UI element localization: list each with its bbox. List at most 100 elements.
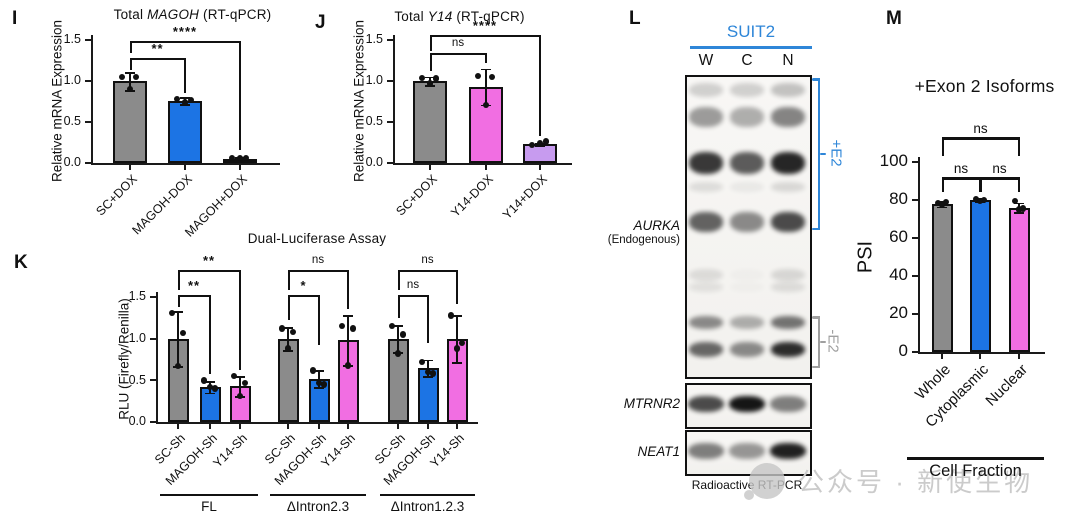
data-point-K-0 xyxy=(168,309,176,317)
y-tick-K xyxy=(150,296,156,298)
data-point-K-5 xyxy=(338,322,346,330)
xaxis-label-M: Cell Fraction xyxy=(929,462,1022,480)
sig-label-I-0: ** xyxy=(151,41,164,57)
sig-bracket-right-K-2 xyxy=(318,295,320,346)
data-point-K-6 xyxy=(394,350,402,357)
y-tick-J xyxy=(387,162,393,164)
sig-bracket-J-1 xyxy=(430,35,540,37)
title-gene: MAGOH xyxy=(147,7,200,22)
sig-bracket-I-0 xyxy=(130,58,185,60)
sig-label-M-1: ns xyxy=(992,161,1007,177)
xaxis-overline-M xyxy=(907,457,1044,460)
error-cap-top-K-0 xyxy=(173,311,183,313)
sig-bracket-K-4 xyxy=(398,295,428,298)
y-tick-label-I: 1.0 xyxy=(63,73,81,88)
data-point-K-2 xyxy=(230,372,238,380)
data-point-M-2 xyxy=(1015,206,1023,213)
gel-band-aurka-r1-lane0 xyxy=(689,106,723,127)
data-point-M-1 xyxy=(972,195,980,203)
data-point-K-0 xyxy=(174,362,182,370)
gel-band-aurka-r8-lane1 xyxy=(730,341,764,357)
y-tick-K xyxy=(150,337,156,340)
gel-band-aurka-r6-lane1 xyxy=(730,282,764,292)
error-cap-top-M-2 xyxy=(1014,202,1024,205)
sig-label-J-0: ns xyxy=(451,37,465,50)
y-tick-label-I: 1.5 xyxy=(63,32,81,47)
data-point-K-8 xyxy=(458,339,466,347)
x-tick-I-2 xyxy=(239,165,241,170)
x-tick-J-2 xyxy=(539,165,541,170)
data-point-I-2 xyxy=(236,154,244,162)
gel-band-aurka-r4-lane2 xyxy=(771,212,805,233)
x-tick-K-0 xyxy=(177,424,179,429)
group-label-K-1: ΔIntron2.3 xyxy=(286,499,350,514)
bar-M-1 xyxy=(969,200,991,352)
data-point-K-4 xyxy=(315,379,323,387)
data-point-K-3 xyxy=(289,328,297,336)
data-point-I-1 xyxy=(187,96,195,104)
minus-e2-bracket xyxy=(812,316,826,368)
gel-neat1 xyxy=(685,430,812,476)
error-cap-bottom-I-2 xyxy=(235,160,245,163)
wechat-icon-tail xyxy=(744,490,754,500)
data-point-I-0 xyxy=(126,86,134,93)
panel-letter-M: M xyxy=(886,8,902,29)
error-bar-K-6 xyxy=(397,325,399,352)
data-point-M-0 xyxy=(934,199,942,207)
y-tick-J xyxy=(387,121,393,123)
data-point-J-0 xyxy=(426,80,434,87)
sig-bracket-left-I-0 xyxy=(130,58,132,71)
x-tick-K-8 xyxy=(456,424,458,429)
gel-band-aurka-r8-lane0 xyxy=(689,341,723,357)
data-point-J-1 xyxy=(488,73,496,81)
data-point-I-2 xyxy=(242,154,250,162)
y-tick-M xyxy=(912,351,918,353)
y-axis-line-K xyxy=(156,292,158,424)
y-tick-label-K: 0.5 xyxy=(128,372,146,387)
gene-label-aurka: AURKA xyxy=(633,218,680,233)
chart-title-M: +Exon 2 Isoforms xyxy=(887,76,1080,97)
sig-label-K-1: ** xyxy=(202,253,216,269)
gel-band-aurka-r1-lane2 xyxy=(771,106,805,127)
y-axis-line-J xyxy=(393,35,395,165)
sig-label-K-0: ** xyxy=(187,278,201,294)
error-bar-I-0 xyxy=(129,71,131,90)
gel-band-aurka-r2-lane0 xyxy=(689,151,723,174)
data-point-J-2 xyxy=(536,140,544,147)
data-point-K-4 xyxy=(320,381,328,388)
error-cap-top-K-8 xyxy=(452,315,462,317)
watermark-text: 公众号 · 新使生物 xyxy=(798,467,1034,497)
sig-bracket-right-K-0 xyxy=(209,295,211,374)
sig-label-K-2: * xyxy=(300,278,307,294)
group-label-K-2: ΔIntron1.2.3 xyxy=(390,499,465,514)
gel-band-aurka-r7-lane1 xyxy=(730,316,764,330)
sig-bracket-K-5 xyxy=(398,270,457,273)
gel-band-gel-mtrnr2-lane2 xyxy=(770,396,806,412)
y-tick-label-K: 1.0 xyxy=(128,330,146,345)
sig-label-K-5: ns xyxy=(421,254,434,267)
y-tick-I xyxy=(85,39,91,41)
sig-bracket-left-I-1 xyxy=(130,40,132,54)
error-bar-K-4 xyxy=(318,370,320,387)
sig-bracket-right-K-3 xyxy=(347,270,349,310)
x-tick-I-1 xyxy=(184,165,186,170)
gel-band-aurka-r2-lane2 xyxy=(771,151,805,174)
sig-bracket-left-M-2 xyxy=(942,137,945,157)
sig-bracket-right-J-1 xyxy=(539,35,541,136)
x-tick-J-1 xyxy=(485,165,487,170)
gel-band-gel-neat1-lane1 xyxy=(729,443,765,459)
y-tick-label-M: 100 xyxy=(879,151,908,171)
x-axis-line-I xyxy=(91,163,280,165)
sig-label-K-3: ns xyxy=(311,254,325,267)
group-underline-K-1 xyxy=(270,494,366,496)
group-underline-K-2 xyxy=(380,494,475,496)
title-suffix: (RT-qPCR) xyxy=(452,9,525,24)
error-bar-K-0 xyxy=(177,311,179,367)
data-point-K-4 xyxy=(309,367,317,374)
data-point-J-0 xyxy=(432,75,440,82)
sig-bracket-I-1 xyxy=(130,40,240,43)
data-point-K-1 xyxy=(206,383,214,391)
y-axis-line-I xyxy=(91,35,93,165)
data-point-K-6 xyxy=(399,331,407,338)
sig-label-J-1: **** xyxy=(472,18,498,34)
